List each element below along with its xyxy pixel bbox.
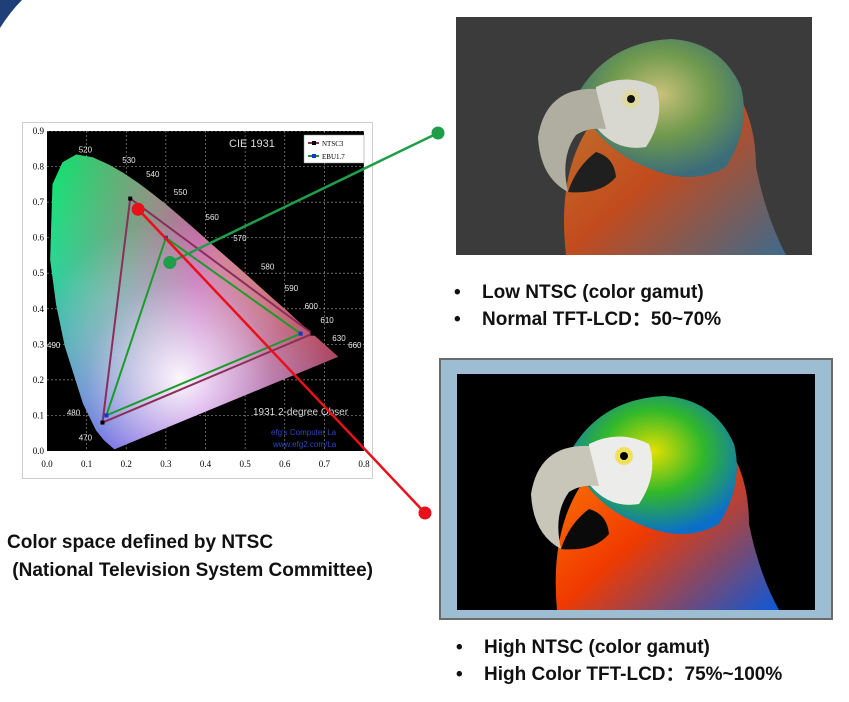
parrot-photo-high-ntsc <box>457 374 815 610</box>
y-tick-label: 0.1 <box>33 410 44 420</box>
wavelength-label-520: 520 <box>79 145 93 154</box>
watermark-line-2: www.efg2.com/La <box>272 440 337 449</box>
x-tick-label: 0.8 <box>358 459 370 469</box>
x-tick-label: 0.5 <box>240 459 252 469</box>
y-axis-ticks: 0.0 0.1 0.2 0.3 0.4 0.5 0.6 0.7 0.8 0.9 <box>33 126 45 456</box>
wavelength-label-480: 480 <box>67 408 81 417</box>
high-ntsc-bullets: • High NTSC (color gamut) • High Color TFT… <box>456 634 782 688</box>
bullet-dot: • <box>454 282 461 303</box>
chart-legend: NTSC3 EBU1.7 <box>303 134 365 164</box>
parrot-photo-low-ntsc <box>456 17 812 255</box>
wavelength-label-490: 490 <box>47 341 61 350</box>
x-tick-label: 0.6 <box>279 459 291 469</box>
y-tick-label: 0.9 <box>33 126 45 136</box>
wavelength-label-610: 610 <box>320 316 334 325</box>
x-tick-label: 0.2 <box>121 459 132 469</box>
observer-label: 1931 2-degree Obser <box>253 407 349 418</box>
x-tick-label: 0.4 <box>200 459 212 469</box>
wavelength-label-470: 470 <box>79 433 93 442</box>
x-tick-label: 0.3 <box>160 459 172 469</box>
wavelength-label-600: 600 <box>305 302 319 311</box>
bullet-text: High Color TFT-LCD：75%~100% <box>484 664 783 685</box>
y-tick-label: 0.0 <box>33 446 45 456</box>
slide-corner-decoration <box>0 0 22 28</box>
low-ntsc-bullets: • Low NTSC (color gamut) • Normal TFT-LCD：… <box>454 279 721 333</box>
cie-1931-chart: 520 530 540 550 560 570 580 590 600 610 630 660 490 4… <box>22 122 373 479</box>
bullet-dot: • <box>454 309 461 330</box>
caption-line-1: Color space defined by NTSC <box>7 532 274 553</box>
primary-point <box>128 196 133 201</box>
parrot-image-high <box>531 396 779 610</box>
wavelength-label-560: 560 <box>206 213 220 222</box>
y-tick-label: 0.2 <box>33 375 44 385</box>
primary-point <box>310 331 315 336</box>
legend-ebu: EBU1.7 <box>322 153 345 161</box>
chart-title: CIE 1931 <box>229 138 275 150</box>
wavelength-label-570: 570 <box>233 234 247 243</box>
x-tick-label: 0.7 <box>319 459 331 469</box>
y-tick-label: 0.7 <box>33 197 45 207</box>
x-tick-label: 0.0 <box>41 459 53 469</box>
y-tick-label: 0.3 <box>33 339 45 349</box>
bullet-dot: • <box>456 637 463 658</box>
bullet-normal-tft: • Normal TFT-LCD：50~70% <box>454 306 721 333</box>
y-tick-label: 0.6 <box>33 233 45 243</box>
caption-line-2: (National Television System Committee) <box>7 560 374 581</box>
bullet-dot: • <box>456 664 463 685</box>
y-tick-label: 0.5 <box>33 268 45 278</box>
bullet-text: Normal TFT-LCD：50~70% <box>482 309 722 330</box>
wavelength-label-540: 540 <box>146 170 160 179</box>
bullet-low-ntsc: • Low NTSC (color gamut) <box>454 279 721 306</box>
connector-endpoint-low <box>431 126 445 140</box>
bullet-text: High NTSC (color gamut) <box>484 637 710 658</box>
y-tick-label: 0.4 <box>33 304 45 314</box>
bullet-high-color-tft: • High Color TFT-LCD：75%~100% <box>456 661 782 688</box>
bullet-text: Low NTSC (color gamut) <box>482 282 704 303</box>
y-tick-label: 0.8 <box>33 162 45 172</box>
x-axis-ticks: 0.0 0.1 0.2 0.3 0.4 0.5 0.6 0.7 0.8 <box>41 459 370 469</box>
wavelength-label-590: 590 <box>285 284 299 293</box>
x-tick-label: 0.1 <box>81 459 92 469</box>
parrot-image-low <box>538 39 786 255</box>
bullet-high-ntsc: • High NTSC (color gamut) <box>456 634 782 661</box>
high-ntsc-photo-frame <box>439 358 833 620</box>
wavelength-label-550: 550 <box>174 188 188 197</box>
watermark-line-1: efg's Computer La <box>271 428 337 437</box>
connector-endpoint-high <box>418 506 432 520</box>
wavelength-label-630: 630 <box>332 334 346 343</box>
legend-ntsc3: NTSC3 <box>322 140 344 148</box>
color-space-caption: Color space defined by NTSC (National Te… <box>7 529 373 585</box>
primary-point <box>104 413 109 418</box>
wavelength-label-530: 530 <box>122 156 136 165</box>
wavelength-label-580: 580 <box>261 263 275 272</box>
primary-point <box>100 420 105 425</box>
primary-point <box>163 235 168 240</box>
wavelength-label-660: 660 <box>348 341 362 350</box>
primary-point <box>298 331 303 336</box>
